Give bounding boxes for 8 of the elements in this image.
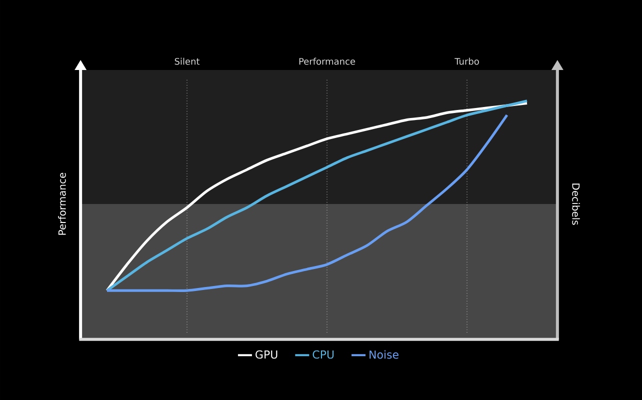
y2-axis-title: Decibels (572, 184, 580, 225)
x-tick-label: Turbo (454, 58, 479, 65)
y-axis-title: Performance (58, 172, 66, 235)
legend-label: CPU (312, 350, 334, 359)
x-tick-label: Silent (174, 58, 200, 65)
x-tick-label: Performance (299, 58, 356, 65)
legend-label: GPU (256, 350, 278, 359)
legend-label: Noise (370, 350, 398, 359)
